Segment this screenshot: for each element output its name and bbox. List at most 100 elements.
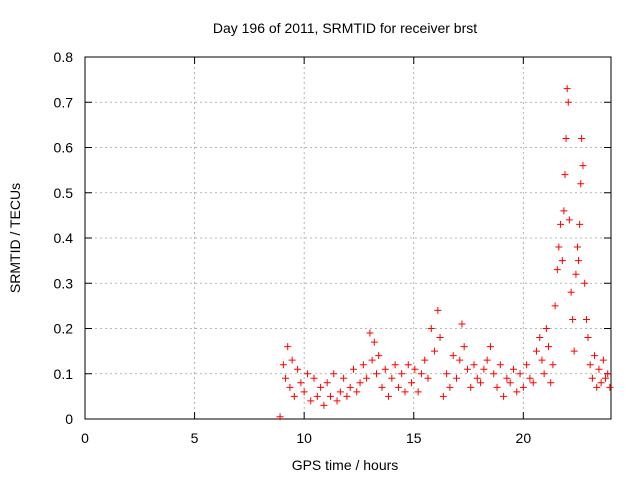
data-point — [560, 207, 568, 215]
data-point — [557, 220, 565, 228]
data-point — [336, 388, 344, 396]
data-point — [333, 397, 341, 405]
data-point — [551, 302, 559, 310]
x-tick-label: 5 — [191, 430, 199, 446]
data-point — [561, 171, 569, 179]
data-point — [538, 356, 546, 364]
data-point — [458, 320, 466, 328]
data-point — [604, 370, 612, 378]
y-tick-label: 0.5 — [54, 185, 74, 201]
data-point — [463, 365, 471, 373]
x-tick-label: 0 — [81, 430, 89, 446]
data-point — [443, 370, 451, 378]
data-point — [542, 325, 550, 332]
data-point — [572, 270, 580, 278]
data-point — [394, 383, 402, 391]
x-tick-label: 20 — [516, 430, 532, 446]
data-point — [343, 392, 351, 400]
data-point — [317, 383, 325, 391]
y-tick-label: 0 — [65, 411, 73, 427]
data-point — [599, 356, 607, 364]
data-point — [588, 374, 596, 382]
x-tick-label: 10 — [296, 430, 312, 446]
data-point — [483, 356, 491, 364]
y-axis-label: SRMTID / TECUs — [7, 183, 23, 293]
data-point — [427, 325, 435, 332]
y-tick-label: 0.7 — [54, 94, 74, 110]
data-point — [404, 361, 412, 369]
data-point — [480, 365, 488, 373]
data-point — [431, 347, 439, 355]
data-point — [500, 392, 508, 400]
data-point — [359, 361, 367, 369]
data-point — [597, 379, 605, 387]
data-point — [449, 352, 457, 360]
data-point — [330, 370, 338, 378]
data-point — [294, 365, 302, 373]
data-point — [467, 383, 475, 391]
data-point — [378, 383, 386, 391]
data-point — [276, 413, 284, 421]
data-point — [452, 374, 460, 382]
data-point — [408, 379, 416, 387]
y-tick-label: 0.6 — [54, 140, 74, 156]
data-point — [366, 329, 374, 337]
data-points — [276, 85, 614, 421]
data-point — [558, 257, 566, 265]
data-point — [288, 356, 296, 364]
data-point — [506, 379, 514, 387]
data-point — [446, 383, 454, 391]
data-point — [456, 356, 464, 364]
data-point — [375, 352, 383, 360]
data-point — [326, 392, 334, 400]
data-point — [503, 374, 511, 382]
data-point — [575, 257, 583, 265]
data-point — [567, 288, 575, 296]
data-point — [523, 361, 531, 369]
data-point — [310, 374, 318, 382]
chart-title: Day 196 of 2011, SRMTID for receiver brs… — [213, 20, 477, 36]
data-point — [303, 370, 311, 378]
data-point — [401, 388, 409, 396]
x-axis-label: GPS time / hours — [292, 457, 399, 473]
axis-ticks: 0 0.1 0.2 0.3 0.4 0.5 0.6 0.7 0.8 0 5 10 15 20 — [54, 49, 611, 446]
data-point — [290, 392, 298, 400]
data-point — [573, 243, 581, 251]
data-point — [368, 356, 376, 364]
data-point — [398, 370, 406, 378]
data-point — [370, 338, 378, 346]
data-point — [279, 361, 287, 369]
data-point — [313, 392, 321, 400]
data-point — [286, 383, 294, 391]
data-point — [545, 343, 553, 351]
data-point — [421, 356, 429, 364]
y-tick-label: 0.4 — [54, 230, 74, 246]
x-tick-label: 15 — [406, 430, 422, 446]
data-point — [486, 343, 494, 351]
data-point — [470, 361, 478, 369]
y-tick-label: 0.1 — [54, 366, 74, 382]
data-point — [356, 379, 364, 387]
data-point — [417, 370, 425, 378]
data-point — [591, 352, 599, 360]
data-point — [584, 334, 592, 342]
plot-frame — [84, 56, 612, 420]
data-point — [307, 397, 315, 405]
data-point — [565, 216, 573, 224]
data-point — [529, 379, 537, 387]
data-point — [553, 266, 561, 274]
data-point — [519, 383, 527, 391]
data-point — [595, 365, 603, 373]
y-tick-label: 0.3 — [54, 275, 74, 291]
data-point — [578, 134, 586, 142]
data-point — [414, 388, 422, 396]
data-point — [477, 379, 485, 387]
data-point — [282, 374, 290, 382]
data-point — [340, 374, 348, 382]
data-point — [581, 279, 589, 287]
data-point — [593, 383, 601, 391]
data-point — [579, 162, 587, 170]
data-point — [526, 374, 534, 382]
data-point — [577, 180, 585, 188]
